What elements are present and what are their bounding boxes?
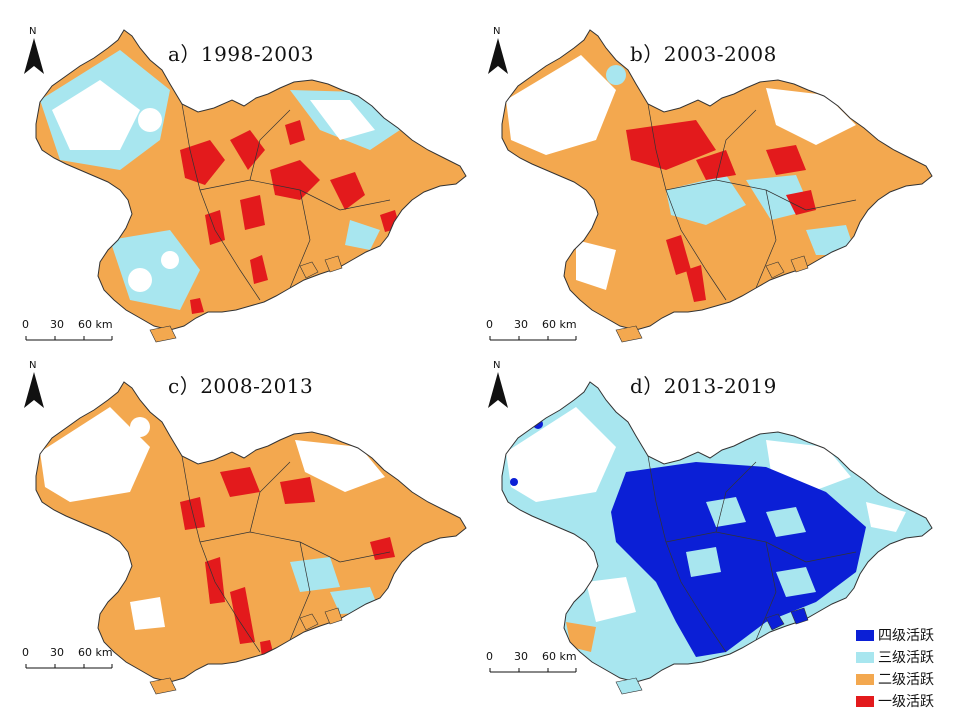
scale-tick-60: 60 km xyxy=(542,650,577,663)
map-panel-c: c）2008-2013 N 0 30 60 km xyxy=(0,352,470,702)
scale-tick-60: 60 km xyxy=(78,646,113,659)
scale-tick-30: 30 xyxy=(514,650,528,663)
legend-label: 二级活跃 xyxy=(878,672,934,688)
legend-label: 四级活跃 xyxy=(878,628,934,644)
legend-label: 一级活跃 xyxy=(878,694,934,710)
scale-tick-60: 60 km xyxy=(542,318,577,331)
legend-swatch xyxy=(856,651,874,663)
scale-bar: 0 30 60 km xyxy=(22,318,132,348)
legend-label: 三级活跃 xyxy=(878,650,934,666)
legend-item-level4: 四级活跃 xyxy=(856,624,962,646)
panel-title-c: c）2008-2013 xyxy=(168,374,314,398)
map-c xyxy=(35,381,467,695)
scale-tick-0: 0 xyxy=(22,646,29,659)
map-a xyxy=(35,29,467,343)
scale-bar: 0 30 60 km xyxy=(486,650,596,680)
legend-item-level2: 二级活跃 xyxy=(856,668,962,690)
north-arrow-icon: N xyxy=(22,360,46,410)
legend-item-level3: 三级活跃 xyxy=(856,646,962,668)
north-label: N xyxy=(493,360,501,371)
north-label: N xyxy=(493,26,501,37)
scale-tick-30: 30 xyxy=(50,646,64,659)
north-arrow-icon: N xyxy=(486,360,510,410)
scale-tick-0: 0 xyxy=(22,318,29,331)
north-label: N xyxy=(29,26,37,37)
panel-title-b: b）2003-2008 xyxy=(630,42,777,66)
scale-tick-0: 0 xyxy=(486,318,493,331)
map-panel-b: b）2003-2008 N 0 30 60 km xyxy=(466,0,936,350)
panel-title-a: a）1998-2003 xyxy=(168,42,314,66)
scale-tick-30: 30 xyxy=(50,318,64,331)
legend: 四级活跃 三级活跃 二级活跃 一级活跃 xyxy=(856,624,962,712)
scale-tick-30: 30 xyxy=(514,318,528,331)
north-arrow-icon: N xyxy=(22,26,46,76)
legend-swatch xyxy=(856,673,874,685)
scale-bar: 0 30 60 km xyxy=(486,318,596,348)
north-label: N xyxy=(29,360,37,371)
legend-swatch xyxy=(856,695,874,707)
map-b xyxy=(501,29,933,343)
map-panel-a: a）1998-2003 N 0 30 60 km xyxy=(0,0,470,350)
scale-tick-60: 60 km xyxy=(78,318,113,331)
legend-swatch xyxy=(856,629,874,641)
north-arrow-icon: N xyxy=(486,26,510,76)
scale-tick-0: 0 xyxy=(486,650,493,663)
scale-bar: 0 30 60 km xyxy=(22,646,132,676)
legend-item-level1: 一级活跃 xyxy=(856,690,962,712)
panel-title-d: d）2013-2019 xyxy=(630,374,777,398)
